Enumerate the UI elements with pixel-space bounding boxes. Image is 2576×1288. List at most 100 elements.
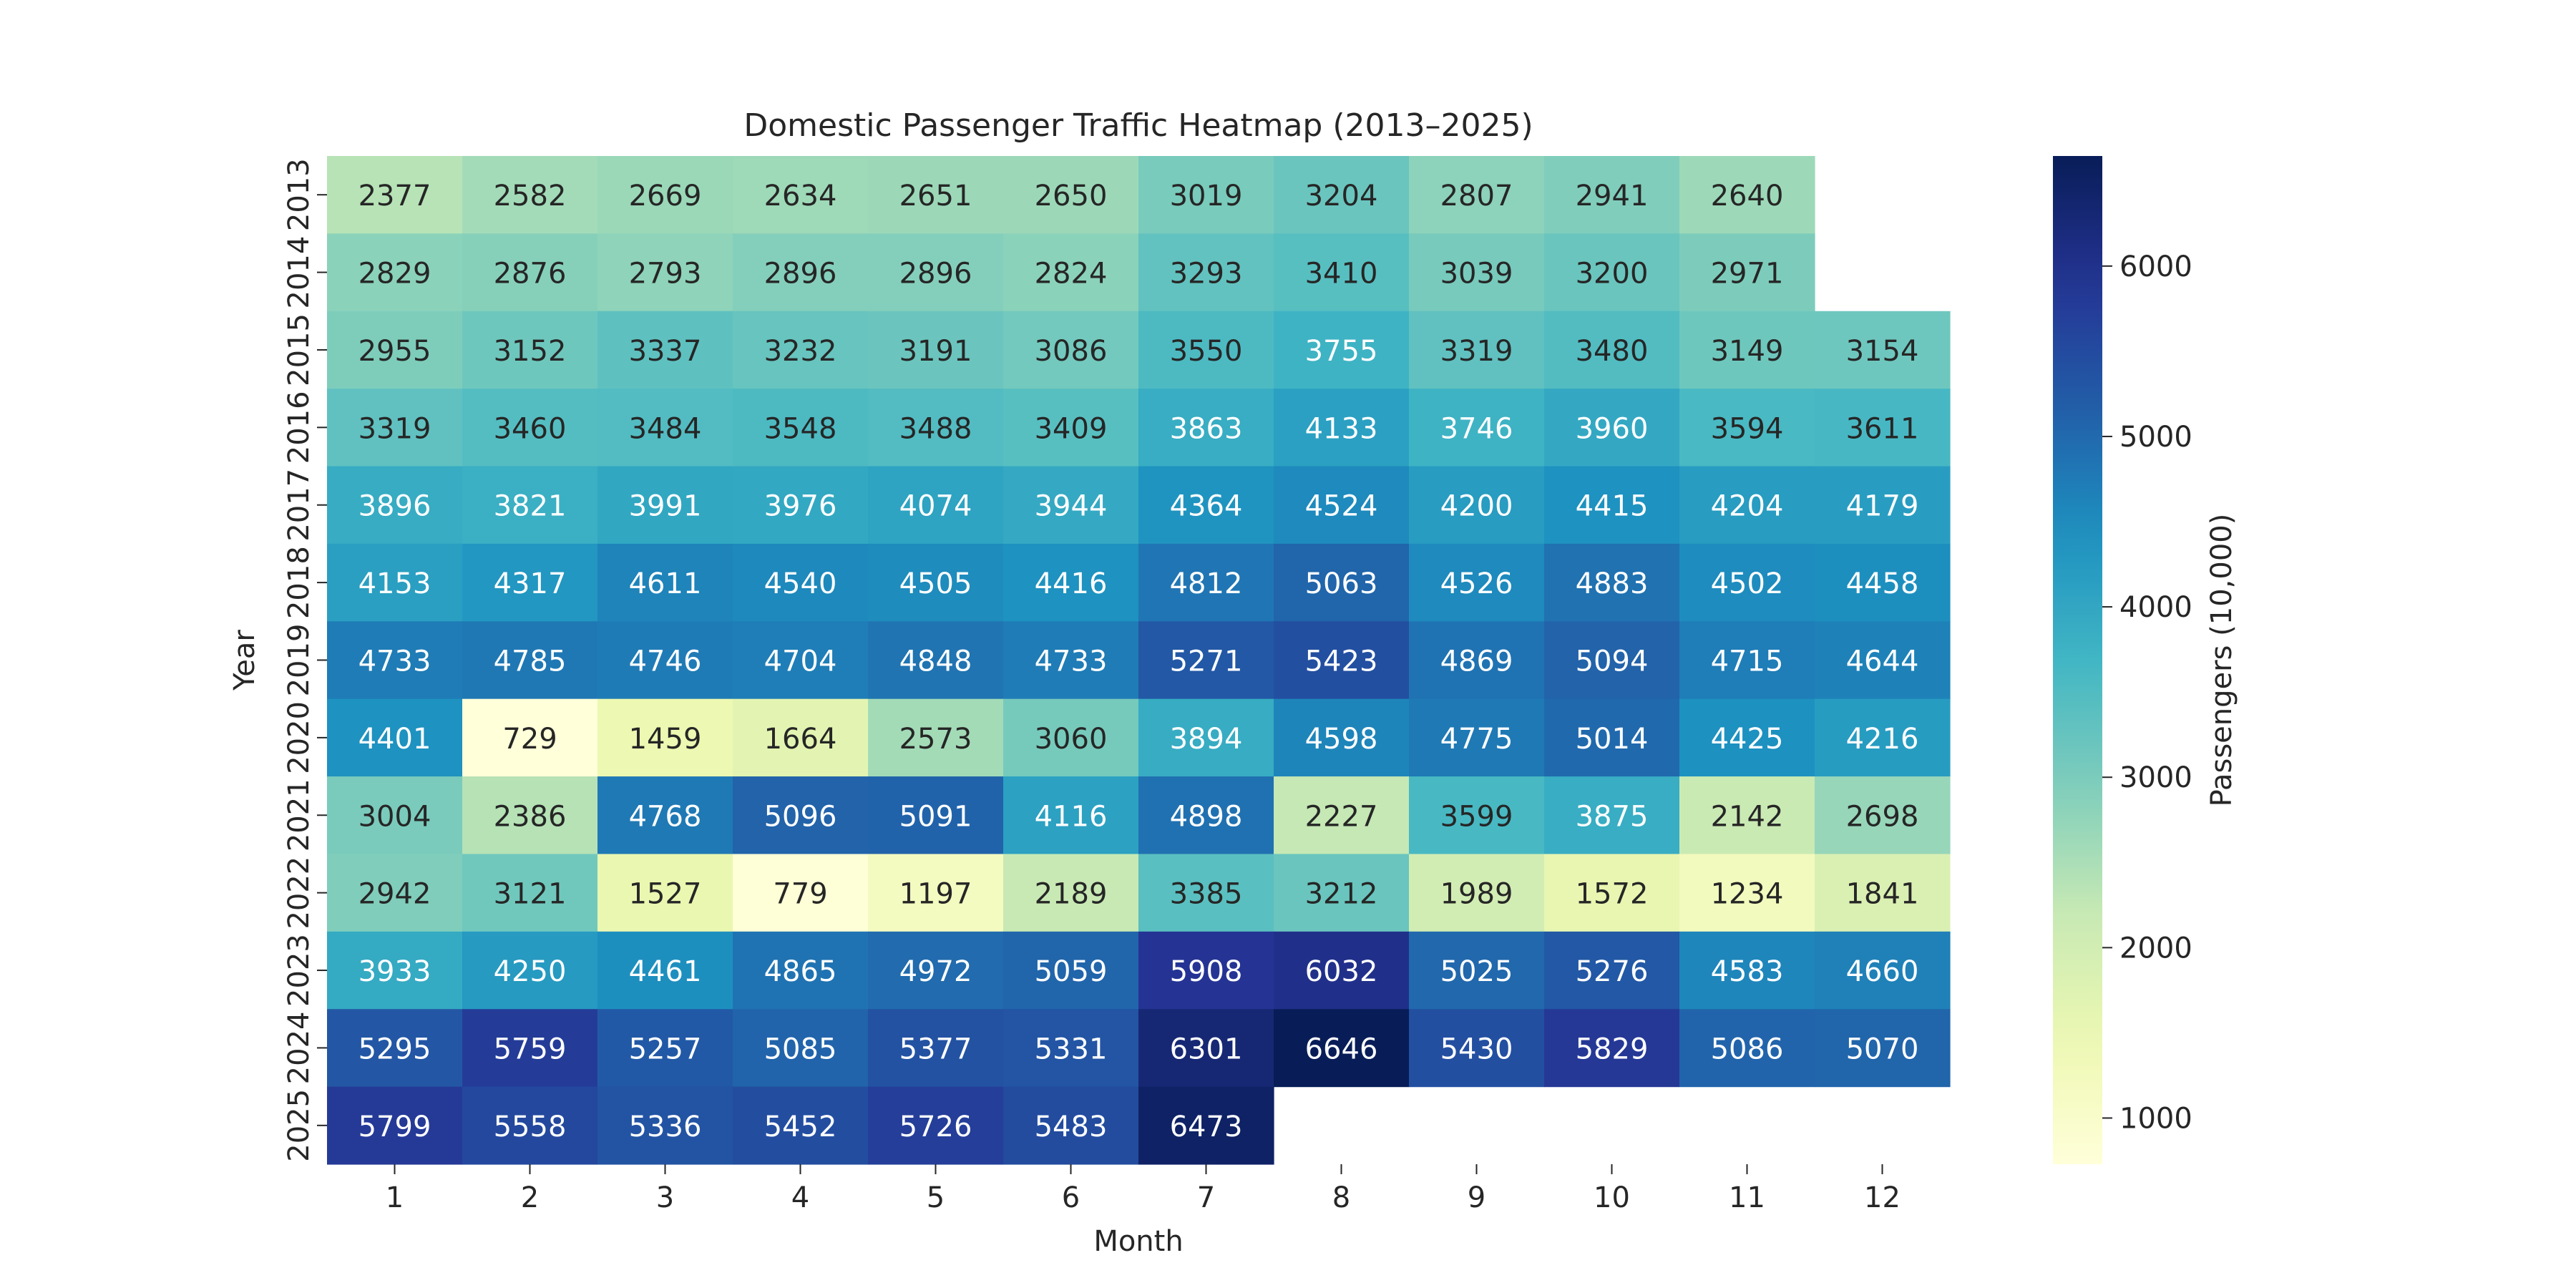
cell-value-label: 4775: [1440, 723, 1513, 756]
heatmap-cell: [462, 233, 598, 312]
cell-value-label: 2189: [1035, 878, 1108, 911]
cell-value-label: 3004: [358, 800, 431, 833]
x-tick-label: 11: [1729, 1181, 1765, 1214]
heatmap-cell: [1409, 311, 1545, 389]
cell-value-label: 5085: [764, 1033, 837, 1065]
cell-value-label: 4733: [1035, 645, 1108, 678]
colorbar-tick-label: 4000: [2119, 591, 2192, 624]
colorbar: 1000 2000 3000 4000 5000 6000: [2053, 156, 2192, 1164]
cell-value-label: 5452: [764, 1111, 837, 1143]
cell-value-label: 5014: [1576, 723, 1649, 756]
cell-value-label: 2793: [629, 258, 702, 291]
cell-value-label: 5094: [1576, 645, 1649, 678]
cell-value-label: 3212: [1305, 878, 1378, 911]
heatmap-cell: [462, 466, 598, 545]
heatmap-cell: [1003, 156, 1139, 234]
cell-value-label: 6032: [1305, 955, 1378, 988]
heatmap-cell: [1544, 776, 1680, 855]
cell-value-label: 3480: [1576, 335, 1649, 368]
cell-value-label: 2227: [1305, 800, 1378, 833]
heatmap-cell: [1138, 854, 1274, 932]
cell-value-label: 3152: [494, 335, 567, 368]
cell-value-label: 4133: [1305, 412, 1378, 445]
cell-value-label: 2573: [899, 723, 972, 756]
heatmap-cell: [868, 543, 1004, 622]
heatmap-cell: [1138, 931, 1274, 1010]
heatmap-cell: [1274, 776, 1410, 855]
heatmap-cell: [1679, 156, 1815, 234]
cell-value-label: 5096: [764, 800, 837, 833]
y-tick-label: 2018: [283, 546, 316, 619]
cell-value-label: 3821: [494, 490, 567, 523]
cell-value-label: 2942: [358, 878, 431, 911]
cell-value-label: 4524: [1305, 490, 1378, 523]
cell-value-label: 3121: [494, 878, 567, 911]
heatmap-cell: [1138, 466, 1274, 545]
cell-value-label: 4200: [1440, 490, 1513, 523]
heatmap-cell: [327, 543, 463, 622]
heatmap-cell: [1003, 1009, 1139, 1088]
cell-value-label: 3319: [358, 412, 431, 445]
cell-value-label: 4540: [764, 567, 837, 600]
cell-value-label: 3337: [629, 335, 702, 368]
cell-value-label: 5295: [358, 1033, 431, 1065]
heatmap-cell: [1003, 854, 1139, 932]
heatmap-cell: [597, 156, 733, 234]
colorbar-tick-label: 2000: [2119, 932, 2192, 965]
heatmap-cell: [1138, 156, 1274, 234]
heatmap-cell: [1679, 466, 1815, 545]
y-tick-label: 2021: [283, 779, 316, 852]
heatmap-cell: [1138, 1086, 1274, 1165]
heatmap-cell: [1409, 233, 1545, 312]
cell-value-label: 5726: [899, 1111, 972, 1143]
cell-value-label: 3385: [1170, 878, 1243, 911]
heatmap-cell: [868, 776, 1004, 855]
heatmap-cell: [1003, 233, 1139, 312]
heatmap-cell: [462, 156, 598, 234]
heatmap-cell: [868, 1009, 1004, 1088]
heatmap-cell: [1274, 621, 1410, 700]
cell-value-label: 4898: [1170, 800, 1243, 833]
cell-value-label: 5059: [1035, 955, 1108, 988]
x-tick-label: 9: [1468, 1181, 1485, 1214]
heatmap-cell: [1138, 776, 1274, 855]
heatmap-cell: [733, 543, 869, 622]
heatmap-cell: [868, 311, 1004, 389]
cell-value-label: 2651: [899, 180, 972, 213]
heatmap-cell: [1003, 1086, 1139, 1165]
cell-value-label: 3293: [1170, 258, 1243, 291]
cell-value-label: 729: [502, 723, 557, 756]
cell-value-label: 4502: [1711, 567, 1784, 600]
cell-value-label: 3484: [629, 412, 702, 445]
cell-value-label: 5257: [629, 1033, 702, 1065]
cell-value-label: 3875: [1576, 800, 1649, 833]
y-axis-label: Year: [228, 630, 261, 691]
heatmap-cell: [1815, 854, 1951, 932]
cell-value-label: 5331: [1035, 1033, 1108, 1065]
y-axis-ticks: 2013 2014 2015 2016 2017 2018 2019 2020 2021 2022…: [283, 158, 327, 1162]
heatmap-cell: [1274, 698, 1410, 777]
cell-value-label: 5799: [358, 1111, 431, 1143]
heatmap-cell: [733, 389, 869, 467]
heatmap-cell: [868, 698, 1004, 777]
heatmap-cell: [1003, 311, 1139, 389]
heatmap-cell: [1815, 698, 1951, 777]
heatmap-cell: [868, 621, 1004, 700]
y-tick-label: 2025: [283, 1089, 316, 1162]
cell-value-label: 4865: [764, 955, 837, 988]
heatmap-cell: [1274, 311, 1410, 389]
y-tick-label: 2013: [283, 158, 316, 231]
x-tick-label: 2: [521, 1181, 539, 1214]
cell-value-label: 4461: [629, 955, 702, 988]
heatmap-cell: [868, 233, 1004, 312]
cell-value-label: 5091: [899, 800, 972, 833]
cell-value-label: 3409: [1035, 412, 1108, 445]
y-tick-label: 2022: [283, 857, 316, 930]
heatmap-cell: [597, 1009, 733, 1088]
heatmap-cell: [1003, 389, 1139, 467]
heatmap-cells: 2377 2582 2669 2634 2651 2650 3019 3204 2807 2941…: [327, 156, 1951, 1165]
x-tick-label: 12: [1864, 1181, 1901, 1214]
cell-value-label: 3154: [1846, 335, 1919, 368]
cell-value-label: 2377: [358, 180, 431, 213]
cell-value-label: 4785: [494, 645, 567, 678]
